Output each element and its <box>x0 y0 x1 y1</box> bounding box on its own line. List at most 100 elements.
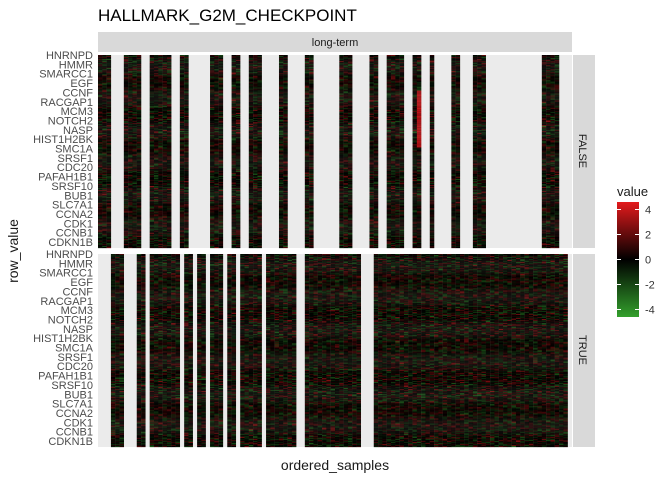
heatmap-cell <box>218 204 224 206</box>
heatmap-cell <box>132 158 137 160</box>
heatmap-cell <box>123 100 129 102</box>
heatmap-cell <box>166 229 172 231</box>
heatmap-cell <box>248 181 254 184</box>
heatmap-cell <box>128 223 133 225</box>
heatmap-cell <box>102 96 107 98</box>
heatmap-cell <box>98 93 103 95</box>
heatmap-cell <box>98 203 103 205</box>
heatmap-cell <box>106 211 112 213</box>
heatmap-cell <box>136 136 142 138</box>
heatmap-cell <box>283 188 288 190</box>
heatmap-cell <box>184 237 189 240</box>
heatmap-cell <box>235 157 241 159</box>
heatmap-cell <box>106 116 112 119</box>
heatmap-cell <box>304 234 310 236</box>
heatmap-cell <box>154 130 159 132</box>
heatmap-cell <box>309 103 314 105</box>
heatmap-cell <box>132 178 137 181</box>
heatmap-cell <box>231 228 237 230</box>
heatmap-cell <box>257 93 262 95</box>
heatmap-cell <box>257 70 262 72</box>
heatmap-cell <box>283 195 288 197</box>
heatmap-cell <box>309 65 314 67</box>
heatmap-cell <box>102 111 107 114</box>
heatmap-cell <box>98 245 103 248</box>
heatmap-cell <box>253 109 258 112</box>
heatmap-cell <box>179 62 185 64</box>
heatmap-cell <box>102 227 107 229</box>
heatmap-cell <box>283 138 288 140</box>
heatmap-cell <box>132 229 137 231</box>
heatmap-cell <box>154 61 159 63</box>
heatmap-cell <box>106 102 112 104</box>
heatmap-cell <box>231 82 237 84</box>
heatmap-cell <box>257 191 262 193</box>
heatmap-cell <box>231 63 237 65</box>
heatmap-cell <box>248 202 254 204</box>
heatmap-cell <box>166 79 172 81</box>
heatmap-cell <box>102 176 107 179</box>
heatmap-cell <box>102 164 107 166</box>
heatmap-cell <box>158 178 163 181</box>
heatmap-cell <box>257 148 262 150</box>
heatmap-cell <box>102 209 107 211</box>
heatmap-cell <box>248 179 254 182</box>
heatmap-cell <box>339 101 344 103</box>
heatmap-cell <box>128 95 133 97</box>
heatmap-cell <box>283 97 288 99</box>
heatmap-cell <box>210 81 215 83</box>
heatmap-cell <box>257 145 262 147</box>
heatmap-cell <box>166 201 172 203</box>
heatmap-cell <box>98 154 103 156</box>
heatmap-cell <box>166 164 172 166</box>
heatmap-cell <box>98 176 103 179</box>
heatmap-cell <box>231 72 237 74</box>
heatmap-cell <box>248 129 254 131</box>
heatmap-cell <box>149 199 155 201</box>
heatmap-cell <box>283 173 288 176</box>
heatmap-cell <box>210 99 215 101</box>
heatmap-cell <box>123 193 129 195</box>
heatmap-cell <box>102 237 107 240</box>
heatmap-cell <box>158 229 163 231</box>
heatmap-cell <box>123 63 129 65</box>
heatmap-cell <box>128 215 133 217</box>
heatmap-cell <box>154 179 159 182</box>
heatmap-cell <box>257 121 262 123</box>
heatmap-cell <box>179 226 185 228</box>
heatmap-cell <box>210 215 215 217</box>
heatmap-cell <box>136 148 142 150</box>
heatmap-cell <box>166 83 172 85</box>
heatmap-cell <box>132 60 137 62</box>
heatmap-cell <box>166 156 172 158</box>
heatmap-cell <box>102 134 107 136</box>
heatmap-cell <box>158 129 163 131</box>
heatmap-cell <box>257 141 262 143</box>
heatmap-cell <box>210 136 215 138</box>
heatmap-cell <box>179 153 185 155</box>
heatmap-cell <box>149 108 155 111</box>
heatmap-cell <box>278 178 284 181</box>
heatmap-cell <box>218 75 224 77</box>
heatmap-cell <box>154 87 159 89</box>
heatmap-cell <box>214 223 219 225</box>
heatmap-cell <box>136 127 142 129</box>
heatmap-cell <box>231 81 237 83</box>
heatmap-cell <box>283 234 288 236</box>
heatmap-cell <box>179 238 185 241</box>
heatmap-cell <box>214 63 219 65</box>
heatmap-cell <box>98 118 103 121</box>
heatmap-cell <box>166 127 172 129</box>
heatmap-cell <box>98 132 103 134</box>
heatmap-cell <box>158 85 163 87</box>
heatmap-cell <box>253 185 258 187</box>
heatmap-cell <box>106 127 112 129</box>
heatmap-cell <box>184 157 189 159</box>
heatmap-cell <box>106 199 112 201</box>
heatmap-cell <box>102 87 107 89</box>
heatmap-cell <box>283 77 288 79</box>
heatmap-cell <box>128 226 133 228</box>
heatmap-cell <box>278 105 284 107</box>
heatmap-cell <box>235 149 241 151</box>
heatmap-cell <box>106 73 112 75</box>
